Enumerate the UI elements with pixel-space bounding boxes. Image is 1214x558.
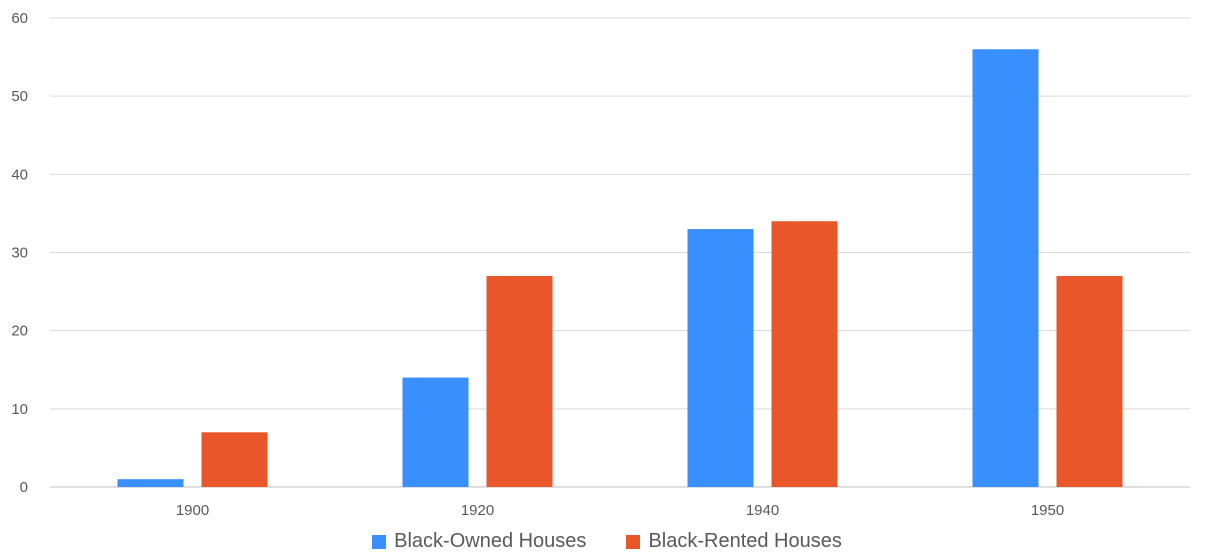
legend-swatch-owned	[372, 534, 387, 549]
legend-item-owned: Black-Owned Houses	[372, 530, 586, 553]
bar-rented-1940	[771, 221, 838, 487]
y-tick-label: 20	[11, 323, 28, 340]
legend-label-rented: Black-Rented Houses	[648, 530, 842, 552]
bar-owned-1900	[117, 479, 184, 487]
x-tick-label: 1940	[746, 502, 779, 519]
legend-label-owned: Black-Owned Houses	[394, 530, 587, 552]
bar-rented-1920	[486, 275, 553, 487]
y-tick-label: 0	[20, 479, 28, 496]
bar-chart: 0 10 20 30 40 50 60 1900 1920 1940 1950	[11, 10, 1190, 519]
y-tick-label: 10	[11, 401, 28, 418]
legend-swatch-rented	[626, 534, 641, 549]
y-tick-label: 50	[11, 88, 28, 105]
bar-rented-1900	[201, 432, 268, 487]
gridlines	[50, 17, 1190, 488]
bar-owned-1950	[972, 49, 1039, 488]
y-tick-label: 30	[11, 245, 28, 262]
x-tick-label: 1900	[176, 502, 209, 519]
x-tick-label: 1920	[461, 502, 494, 519]
y-axis-ticks: 0 10 20 30 40 50 60	[11, 10, 28, 496]
x-tick-label: 1950	[1031, 502, 1064, 519]
bar-rented-1950	[1056, 275, 1123, 487]
x-axis-ticks: 1900 1920 1940 1950	[176, 502, 1064, 519]
legend-item-rented: Black-Rented Houses	[626, 530, 842, 553]
bar-owned-1940	[687, 229, 754, 488]
bars	[117, 49, 1123, 488]
y-tick-label: 60	[11, 10, 28, 27]
bar-owned-1920	[402, 377, 469, 487]
y-tick-label: 40	[11, 166, 28, 183]
legend: Black-Owned Houses Black-Rented Houses	[0, 530, 1214, 553]
